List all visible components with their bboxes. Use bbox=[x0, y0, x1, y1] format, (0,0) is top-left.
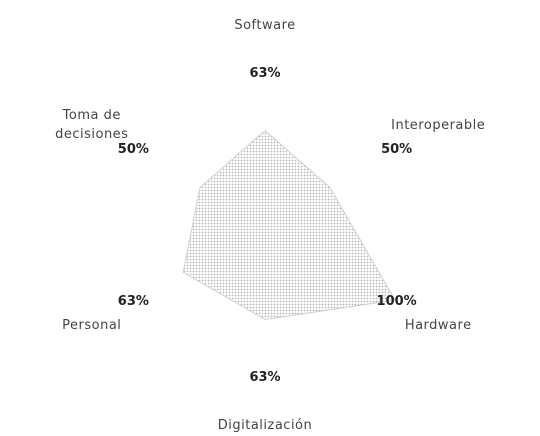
radar-area bbox=[182, 129, 396, 321]
data-label: 63% bbox=[249, 65, 281, 81]
axis-label: Personal bbox=[62, 317, 122, 333]
axis-label: Digitalización bbox=[217, 417, 313, 433]
axis-label: Hardware bbox=[404, 317, 472, 333]
data-label: 100% bbox=[376, 293, 417, 309]
axis-label: Toma de decisiones bbox=[55, 108, 129, 142]
data-label: 50% bbox=[381, 141, 413, 157]
axis-label: Interoperable bbox=[391, 117, 486, 133]
data-label: 63% bbox=[117, 293, 149, 309]
data-label: 63% bbox=[249, 369, 281, 385]
data-label: 50% bbox=[117, 141, 149, 157]
axis-label: Software bbox=[234, 17, 296, 33]
